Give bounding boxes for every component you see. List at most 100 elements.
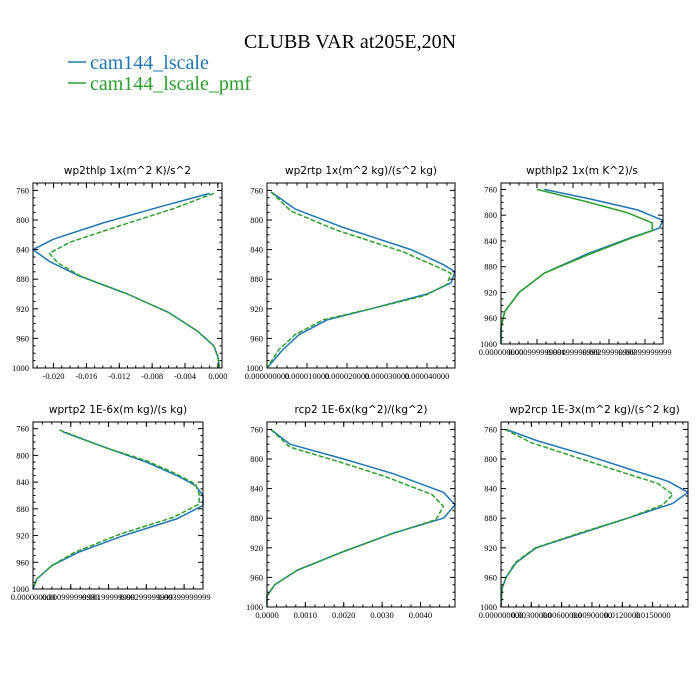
- y-tick-label: 880: [250, 274, 263, 284]
- y-tick-label: 960: [250, 333, 263, 343]
- x-tick-label: 0.00299999999: [582, 347, 635, 357]
- chart-panel-5: rcp2 1E-6x(kg^2)/(kg^2) 760 800 840 880 920 96…: [246, 404, 456, 620]
- x-tick-label: 0.000999999990: [42, 592, 99, 602]
- y-tick-label: 760: [16, 185, 29, 195]
- x-tick-label: 0.000030000: [365, 371, 410, 381]
- chart-panels: wp2thlp 1x(m^2 K)/s^2 760 800 840 880 920 960 1…: [11, 165, 689, 620]
- y-tick-label: 1000: [12, 363, 29, 373]
- y-tick-label: 960: [250, 572, 263, 582]
- figure-title: CLUBB VAR at205E,20N: [244, 31, 456, 53]
- series-line-cam144-lscale: [32, 431, 204, 590]
- x-tick-label: 0.000000000: [479, 610, 524, 620]
- x-tick-label: -0.012: [108, 371, 130, 381]
- x-tick-label: 0.000010000: [285, 371, 330, 381]
- x-tick-label: 0.000020000: [325, 371, 370, 381]
- y-tick-label: 840: [16, 477, 29, 487]
- y-tick-label: 840: [250, 484, 263, 494]
- y-tick-label: 840: [16, 245, 29, 255]
- y-tick-label: 760: [250, 424, 263, 434]
- panel-title: wp2thlp 1x(m^2 K)/s^2: [64, 165, 191, 177]
- series-line-cam144-lscale-pmf: [32, 429, 200, 590]
- x-tick-label: 0.00399999999: [158, 592, 211, 602]
- x-tick-label: 0.000000000: [11, 592, 56, 602]
- x-tick-label: 0.00199999999: [82, 592, 135, 602]
- x-tick-label: 0.00600000: [541, 610, 581, 620]
- x-tick-label: 0.0020: [332, 610, 355, 620]
- y-tick-label: 880: [250, 513, 263, 523]
- panel-title: wpthlp2 1x(m K^2)/s: [526, 165, 638, 177]
- y-tick-label: 1000: [246, 602, 263, 612]
- y-tick-label: 840: [484, 484, 497, 494]
- series-line-cam144-lscale-pmf: [266, 428, 445, 607]
- x-tick-label: 0.0150000: [635, 610, 671, 620]
- x-tick-label: 0.0040: [409, 610, 432, 620]
- figure-legend: cam144_lscale cam144_lscale_pmf: [68, 52, 251, 95]
- y-tick-label: 760: [250, 185, 263, 195]
- x-tick-label: 0.00300000: [511, 610, 551, 620]
- plot-frame: [266, 421, 456, 608]
- x-tick-label: 0.0030: [370, 610, 393, 620]
- y-tick-label: 800: [250, 215, 263, 225]
- x-tick-label: 0.0000: [255, 610, 278, 620]
- series-line-cam144-lscale: [266, 428, 456, 607]
- x-tick-label: 0.00399999999: [618, 347, 671, 357]
- panel-title: rcp2 1E-6x(kg^2)/(kg^2): [295, 404, 428, 416]
- x-tick-label: 0.000040000: [405, 371, 450, 381]
- panel-title: wp2rcp 1E-3x(m^2 kg)/(s^2 kg): [509, 404, 680, 416]
- series-line-cam144-lscale: [266, 191, 456, 369]
- series-line-cam144-lscale: [32, 192, 221, 369]
- series-line-cam144-lscale-pmf: [500, 428, 674, 608]
- x-tick-label: 0.000: [208, 371, 227, 381]
- series-line-cam144-lscale: [500, 428, 689, 608]
- y-tick-label: 800: [16, 215, 29, 225]
- y-tick-label: 800: [484, 210, 497, 220]
- x-tick-label: 0.000999999990: [508, 347, 565, 357]
- y-tick-label: 920: [16, 304, 29, 314]
- y-tick-label: 840: [484, 236, 497, 246]
- panel-title: wp2rtp 1x(m^2 kg)/(s^2 kg): [285, 165, 437, 177]
- y-tick-label: 880: [16, 274, 29, 284]
- y-tick-label: 1000: [12, 584, 29, 594]
- y-tick-label: 920: [16, 531, 29, 541]
- plot-frame: [500, 421, 689, 608]
- legend-label-cam144-lscale: cam144_lscale: [90, 52, 209, 74]
- x-tick-label: -0.016: [75, 371, 97, 381]
- y-tick-label: 960: [16, 333, 29, 343]
- chart-panel-1: wp2thlp 1x(m^2 K)/s^2 760 800 840 880 920 960 1…: [12, 165, 227, 381]
- y-tick-label: 760: [484, 424, 497, 434]
- y-tick-label: 920: [484, 287, 497, 297]
- y-tick-label: 800: [484, 454, 497, 464]
- plot-frame: [32, 421, 204, 590]
- series-line-cam144-lscale-pmf: [48, 192, 221, 369]
- x-tick-label: 0.0120000: [604, 610, 640, 620]
- chart-panel-2: wp2rtp 1x(m^2 kg)/(s^2 kg) 760 800 840 880 92…: [245, 165, 456, 381]
- x-tick-label: 0.00299999999: [120, 592, 173, 602]
- y-tick-label: 800: [16, 450, 29, 460]
- plot-frame: [32, 182, 223, 369]
- y-tick-label: 960: [484, 313, 497, 323]
- y-tick-label: 1000: [480, 339, 497, 349]
- y-tick-label: 920: [484, 543, 497, 553]
- y-tick-label: 920: [250, 543, 263, 553]
- series-line-cam144-lscale-pmf: [500, 188, 653, 344]
- chart-panel-3: wpthlp2 1x(m K^2)/s 760 800 840 880 920 960 100…: [479, 165, 672, 357]
- plot-frame: [500, 182, 664, 345]
- y-tick-label: 880: [484, 262, 497, 272]
- x-tick-label: -0.008: [141, 371, 163, 381]
- series-line-cam144-lscale-pmf: [266, 191, 452, 369]
- plot-frame: [266, 182, 456, 369]
- y-tick-label: 880: [484, 513, 497, 523]
- y-tick-label: 760: [484, 184, 497, 194]
- x-tick-label: -0.004: [174, 371, 197, 381]
- y-tick-label: 1000: [480, 602, 497, 612]
- chart-panel-4: wprtp2 1E-6x(m kg)/(s kg) 760 800 840 880 920…: [11, 404, 211, 602]
- x-tick-label: 0.00900000: [572, 610, 612, 620]
- x-tick-label: 0.0010: [294, 610, 317, 620]
- x-tick-label: 0.00199999999: [546, 347, 599, 357]
- y-tick-label: 960: [484, 572, 497, 582]
- y-tick-label: 880: [16, 504, 29, 514]
- legend-label-cam144-lscale-pmf: cam144_lscale_pmf: [90, 73, 251, 95]
- panel-title: wprtp2 1E-6x(m kg)/(s kg): [49, 404, 187, 416]
- y-tick-label: 800: [250, 454, 263, 464]
